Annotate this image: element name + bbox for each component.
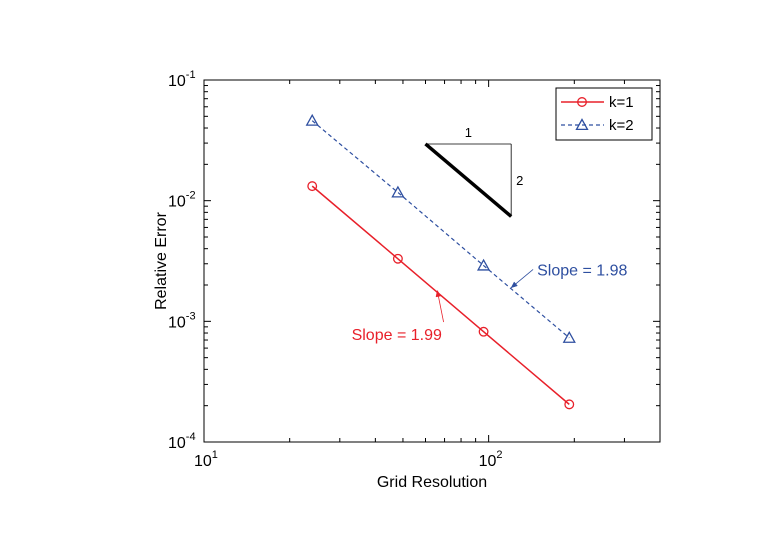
series-line-k-2 — [311, 120, 570, 339]
slope-annotation-text: Slope = 1.99 — [352, 327, 442, 344]
legend: k=1k=2 — [555, 87, 653, 141]
slope-annotation-arrowhead — [435, 289, 442, 298]
x-tick-base: 10 — [194, 453, 212, 470]
legend-marker-k-2 — [575, 118, 589, 131]
data-point-k-2 — [391, 185, 405, 198]
slope-triangle-horizontal-label: 1 — [465, 125, 472, 140]
y-tick-label: 10-3 — [168, 310, 196, 331]
y-tick-base: 10 — [168, 314, 186, 331]
y-tick-base: 10 — [168, 73, 186, 90]
series-k-2 — [305, 113, 576, 343]
slope-triangle: 1 2 — [424, 125, 523, 218]
y-tick-label: 10-4 — [168, 431, 196, 452]
x-tick-label: 101 — [194, 449, 218, 470]
slope-annotation: Slope = 1.98 — [510, 262, 627, 289]
slope-triangle-hypotenuse — [424, 142, 513, 218]
y-axis-title: Relative Error — [153, 211, 170, 309]
x-axis-title: Grid Resolution — [377, 474, 487, 491]
slope-annotation-text: Slope = 1.98 — [537, 262, 627, 279]
legend-label-k-1: k=1 — [609, 94, 634, 111]
legend-item-k-2: k=2 — [561, 117, 634, 134]
slope-annotation-arrowhead — [510, 281, 518, 289]
y-tick-base: 10 — [168, 435, 186, 452]
slope-annotation: Slope = 1.99 — [352, 289, 444, 344]
x-tick-label: 102 — [479, 449, 503, 470]
data-point-k-2 — [305, 113, 319, 126]
slope-triangle-vertical-label: 2 — [516, 173, 523, 188]
legend-marker-k-1 — [577, 97, 587, 107]
legend-box — [555, 87, 653, 141]
data-point-k-2 — [476, 258, 491, 271]
y-tick-label: 10-2 — [168, 190, 196, 211]
y-tick-exponent: -3 — [186, 310, 196, 322]
data-point-k-1 — [478, 326, 489, 337]
x-tick-exponent: 1 — [212, 449, 218, 461]
data-point-k-1 — [564, 399, 575, 410]
data-point-k-1 — [307, 181, 318, 192]
y-tick-labels: 10-410-310-210-1 — [168, 69, 196, 452]
y-tick-exponent: -2 — [186, 190, 196, 202]
y-tick-exponent: -1 — [186, 69, 196, 81]
legend-item-k-1: k=1 — [561, 94, 634, 111]
y-tick-base: 10 — [168, 194, 186, 211]
x-tick-exponent: 2 — [496, 449, 502, 461]
annotations: Slope = 1.98 Slope = 1.99 — [352, 262, 628, 344]
data-point-k-2 — [562, 330, 576, 343]
legend-label-k-2: k=2 — [609, 117, 634, 134]
data-point-k-1 — [392, 253, 403, 264]
x-tick-labels: 101 102 — [194, 449, 503, 470]
x-tick-base: 10 — [479, 453, 497, 470]
y-tick-exponent: -4 — [186, 431, 196, 443]
axis-ticks — [203, 79, 661, 443]
y-tick-label: 10-1 — [168, 69, 196, 90]
